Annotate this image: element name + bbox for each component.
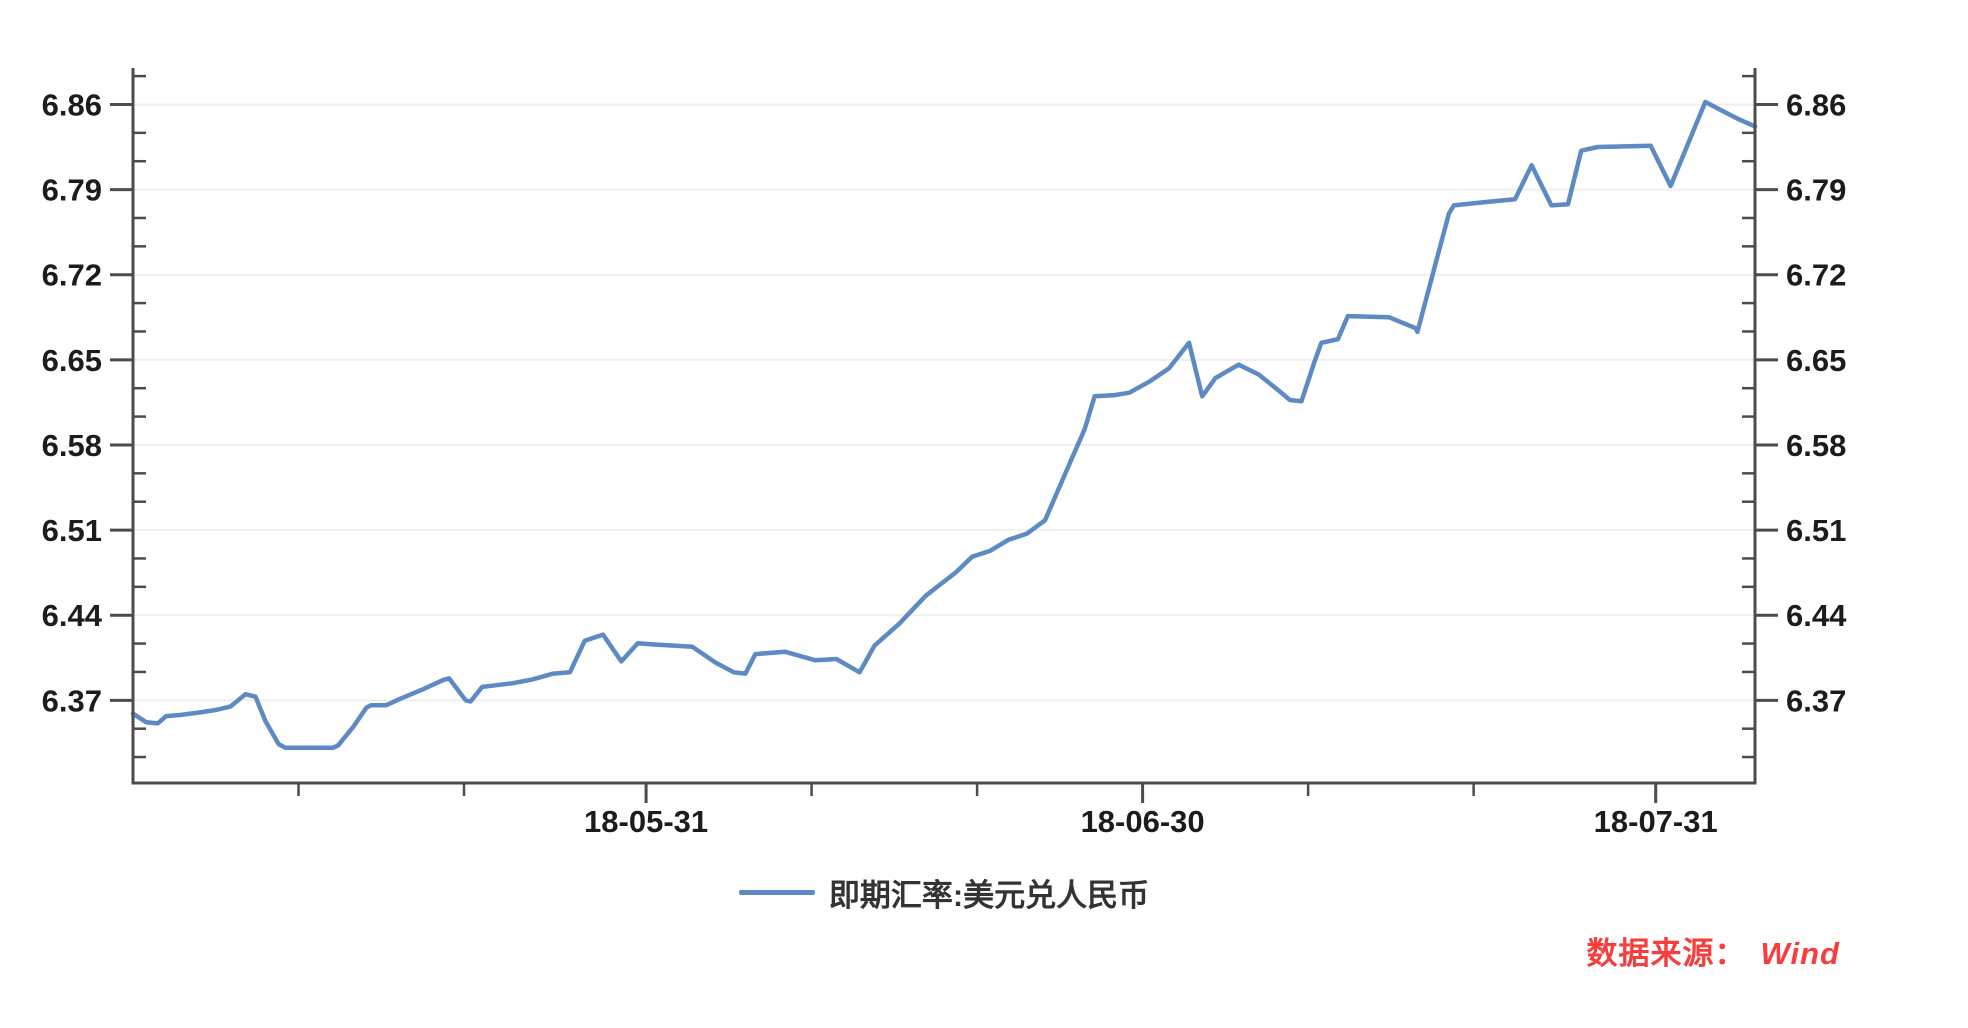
x-axis-label: 18-05-31 <box>584 804 708 839</box>
y-axis-label-left: 6.44 <box>42 598 103 633</box>
y-axis-label-right: 6.72 <box>1786 258 1846 293</box>
source-note-prefix: 数据来源： <box>1586 936 1747 971</box>
y-axis-label-right: 6.79 <box>1786 173 1846 208</box>
y-axis-label-left: 6.79 <box>42 173 102 208</box>
x-axis-label: 18-07-31 <box>1594 804 1718 839</box>
chart-legend: 即期汇率:美元兑人民币 <box>133 870 1755 915</box>
y-axis-label-right: 6.44 <box>1786 598 1847 633</box>
source-note-name: Wind <box>1760 936 1840 971</box>
legend-line-swatch <box>738 890 815 895</box>
series-line-usd-cny <box>130 99 1758 750</box>
legend-series-label: 即期汇率:美元兑人民币 <box>828 878 1150 913</box>
y-axis-label-right: 6.86 <box>1786 87 1846 122</box>
y-axis-label-right: 6.65 <box>1786 343 1846 378</box>
y-axis-label-left: 6.86 <box>42 87 102 122</box>
source-note: 数据来源： Wind <box>1587 928 1840 973</box>
y-axis-label-left: 6.51 <box>42 513 102 548</box>
y-axis-label-left: 6.65 <box>42 343 102 378</box>
y-axis-label-right: 6.58 <box>1786 428 1846 463</box>
y-axis-label-left: 6.72 <box>42 258 102 293</box>
y-axis-label-left: 6.58 <box>42 428 102 463</box>
y-axis-label-right: 6.51 <box>1786 513 1846 548</box>
y-axis-label-left: 6.37 <box>42 683 102 718</box>
y-axis-label-right: 6.37 <box>1786 683 1846 718</box>
x-axis-label: 18-06-30 <box>1081 804 1205 839</box>
